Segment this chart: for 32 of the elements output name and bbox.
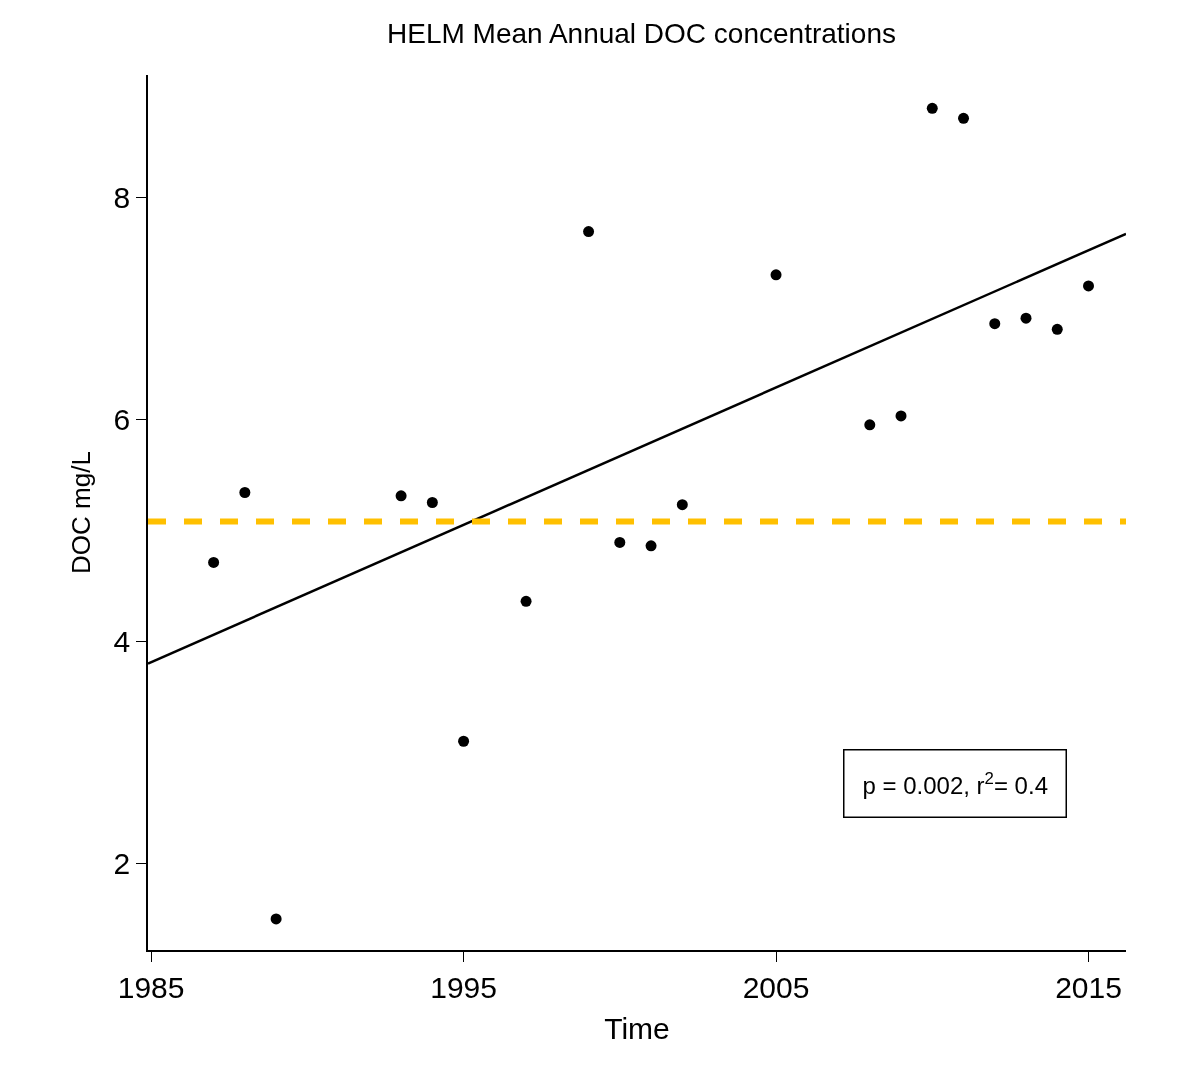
point (208, 556, 220, 568)
y-tick-label: 8 (113, 180, 131, 214)
point (239, 487, 251, 499)
point (1020, 312, 1032, 324)
x-tick-label: 2015 (1055, 970, 1122, 1004)
point (520, 595, 532, 607)
x-axis-title: Time (604, 1011, 670, 1045)
y-tick-label: 6 (113, 402, 131, 436)
point (395, 490, 407, 502)
point (1051, 323, 1063, 335)
point (989, 318, 1001, 330)
point (1083, 280, 1094, 292)
point (926, 102, 938, 114)
x-tick-label: 1985 (117, 970, 185, 1004)
y-tick-label: 2 (113, 846, 131, 880)
point (676, 499, 688, 511)
point (770, 269, 782, 281)
annotation: p = 0.002, r$^{2}$= 0.4 (862, 768, 1048, 799)
point (864, 419, 876, 431)
x-tick-label: 1995 (430, 970, 497, 1004)
y-axis-title: DOC mg/L (66, 451, 97, 574)
chart-title: HELM Mean Annual DOC concentrations (387, 18, 896, 50)
point (645, 540, 657, 552)
point (583, 226, 595, 238)
point (958, 112, 970, 124)
point (458, 735, 470, 747)
point (895, 410, 907, 422)
x-tick-label: 2005 (742, 970, 810, 1004)
y-tick-label: 4 (113, 624, 131, 658)
point (426, 497, 438, 509)
point (614, 536, 626, 548)
point (270, 913, 282, 925)
